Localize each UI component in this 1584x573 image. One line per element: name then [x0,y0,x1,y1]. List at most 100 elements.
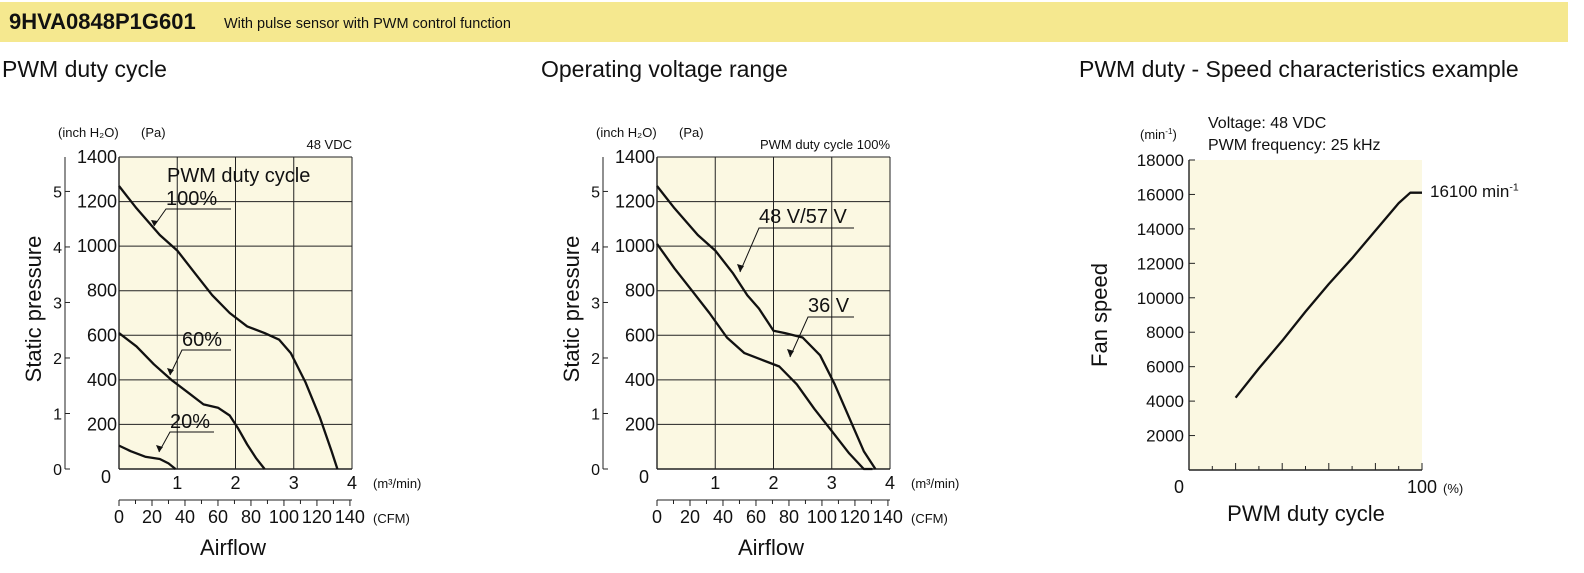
chart1-x-tick-label: 3 [289,473,299,493]
chart2-series-leader-2 [789,316,854,358]
chart1-series-label-3: 20% [170,411,210,433]
chart1-y2-tick-label: 4 [53,240,62,257]
chart1-x-axis-title: Airflow [200,535,266,560]
chart3-x-tick-label: 100 [1407,477,1437,497]
chart2-x-tick-label: 3 [827,473,837,493]
chart1-series-label-1: 100% [166,188,217,210]
chart3-y-tick-label: 14000 [1137,220,1184,239]
chart2-series-line-1 [656,185,877,470]
chart1-y-tick-label: 800 [87,281,117,301]
chart2-series-leader-1 [739,227,854,273]
chart2-y-tick-label: 1200 [615,192,655,212]
chart2-y2-tick-label: 5 [591,184,600,201]
chart1-y-tick-label: 1200 [77,192,117,212]
chart2-y-tick-label: 400 [625,370,655,390]
chart2-x-tick-label: 1 [710,473,720,493]
chart1-y-tick-label: 1400 [77,147,117,167]
chart1-y2-tick-label: 1 [53,406,62,423]
chart1-series-arrow-2 [167,368,174,375]
chart2-series-label-2: 36 V [808,295,850,317]
chart2-series-label-1: 48 V/57 V [759,206,848,228]
chart1-x2-tick-label: 140 [335,507,365,527]
chart1-y2-tick-label: 0 [53,462,62,479]
chart3-y-tick-label: 12000 [1137,254,1184,273]
chart2-y2-tick-label: 0 [591,462,600,479]
chart1-x2-tick-label: 100 [269,507,299,527]
chart1-y2-tick-label: 3 [53,295,62,312]
chart1-series-leader-3 [158,431,214,453]
chart1-series-arrow-1 [151,220,158,226]
chart2-x2-unit: (CFM) [911,511,948,526]
chart1-x2-tick-label: 60 [208,507,228,527]
chart1-annotation: 48 VDC [306,137,352,152]
chart2-y2-tick-label: 1 [591,406,600,423]
chart2-x2-tick-label: 60 [746,507,766,527]
chart1-y-tick-label: 1000 [77,236,117,256]
chart1-x-tick-label: 1 [172,473,182,493]
chart1-x2-tick-label: 20 [142,507,162,527]
chart2-x-tick-label: 2 [768,473,778,493]
chart2-y-unit: (Pa) [679,125,704,140]
chart2-y-axis-title: Static pressure [559,236,584,383]
chart1-x2-tick-label: 80 [241,507,261,527]
chart2-x2-tick-label: 100 [807,507,837,527]
chart3-y-axis-title: Fan speed [1087,263,1112,367]
chart3-y-tick-label: 6000 [1146,358,1184,377]
chart2-x2-tick-label: 120 [840,507,870,527]
chart2-series-arrow-1 [737,264,744,272]
model-number: 9HVA0848P1G601 [9,9,196,34]
chart2-y-tick-label: 1000 [615,236,655,256]
chart2-x2-tick-label: 20 [680,507,700,527]
chart1-series-leader-1 [153,208,231,227]
chart2-y-tick-label: 200 [625,414,655,434]
chart1-series-line-1 [118,185,339,470]
chart2-x-unit: (m³/min) [911,476,959,491]
chart1-x-tick-label: 4 [347,473,357,493]
chart1-y2-tick-label: 2 [53,351,62,368]
chart1-series-label-2: 60% [182,329,222,351]
chart1-x-tick-label: 2 [230,473,240,493]
chart2-x2-tick-label: 40 [713,507,733,527]
chart3-x-unit: (%) [1443,481,1463,496]
chart2-y2-tick-label: 2 [591,351,600,368]
chart1-y-tick-label: 600 [87,325,117,345]
chart2-x-axis-title: Airflow [738,535,804,560]
chart3-title: PWM duty - Speed characteristics example [1079,56,1519,82]
chart3-end-label: 16100 min-1 [1430,182,1519,201]
chart3-x-axis-title: PWM duty cycle [1227,501,1385,526]
chart1-y-unit: (Pa) [141,125,166,140]
chart2-x-tick-label: 4 [885,473,895,493]
chart3-y-tick-label: 2000 [1146,427,1184,446]
chart3-y-tick-label: 8000 [1146,323,1184,342]
chart1-y-tick-label: 0 [101,467,111,487]
chart2-title: Operating voltage range [541,56,788,82]
chart3-y-tick-label: 16000 [1137,185,1184,204]
chart1-series-line-3 [118,444,177,470]
chart2-y-tick-label: 1400 [615,147,655,167]
chart1-y-tick-label: 200 [87,414,117,434]
chart3-annotation-frequency: PWM frequency: 25 kHz [1208,137,1381,154]
chart2-y2-tick-label: 4 [591,240,600,257]
chart2-x2-tick-label: 80 [779,507,799,527]
chart2-y-tick-label: 0 [639,467,649,487]
chart3-series-line-1 [1234,191,1422,399]
chart1-y2-unit: (inch H₂O) [58,125,119,140]
chart2-y-tick-label: 600 [625,325,655,345]
chart1-series-arrow-3 [156,445,163,452]
chart3-plot-area [1189,160,1422,470]
chart1-x-unit: (m³/min) [373,476,421,491]
chart1-x2-tick-label: 40 [175,507,195,527]
chart1-y-tick-label: 400 [87,370,117,390]
chart1-x2-unit: (CFM) [373,511,410,526]
chart3-y-tick-label: 10000 [1137,289,1184,308]
chart1-y2-tick-label: 5 [53,184,62,201]
chart1-series-line-2 [118,332,266,470]
chart1-legend-title: PWM duty cycle [167,165,310,187]
chart3-y-tick-label: 18000 [1137,151,1184,170]
chart2-annotation: PWM duty cycle 100% [760,137,890,152]
chart2-series-arrow-2 [787,349,794,357]
chart2-y2-unit: (inch H₂O) [596,125,657,140]
chart2-y-tick-label: 800 [625,281,655,301]
chart2-x2-tick-label: 0 [652,507,662,527]
